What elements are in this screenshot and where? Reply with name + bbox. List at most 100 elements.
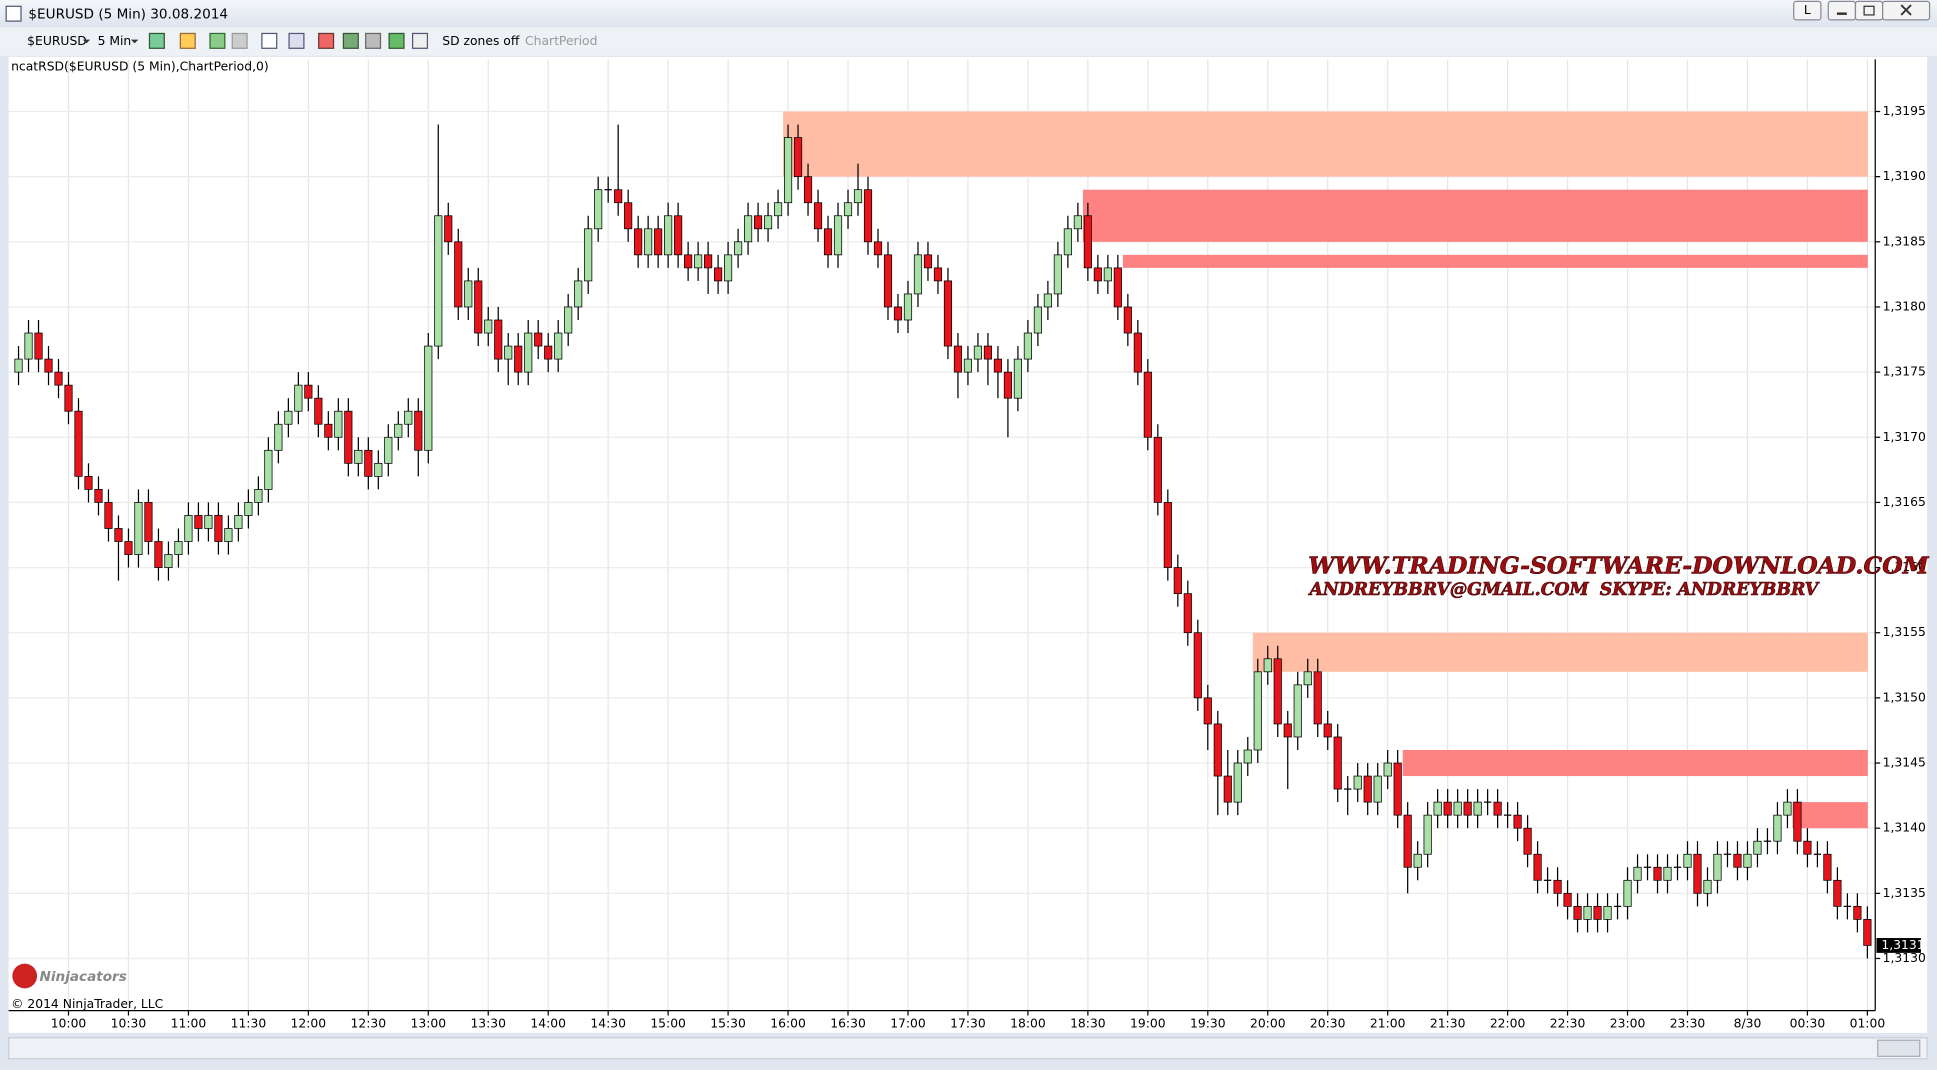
candle-body — [214, 515, 223, 542]
candle-body — [1703, 879, 1712, 894]
candle-body — [294, 384, 303, 412]
candle-body — [1443, 801, 1452, 816]
tool-button[interactable] — [342, 32, 359, 49]
x-tick-label: 19:30 — [1190, 1017, 1226, 1031]
tool-button[interactable] — [209, 32, 226, 49]
x-tick-label: 13:00 — [410, 1017, 446, 1031]
candle-body — [1353, 775, 1362, 790]
candle-body — [224, 528, 233, 542]
window-title: $EURUSD (5 Min) 30.08.2014 — [28, 6, 228, 22]
candle-body — [474, 280, 483, 334]
candle-body — [1293, 684, 1302, 738]
candle-body — [574, 280, 583, 308]
candle-body — [134, 502, 143, 555]
candle-body — [1713, 853, 1722, 881]
candle-body — [434, 215, 443, 347]
candle-body — [264, 449, 273, 490]
dropdown-arrow — [130, 39, 139, 44]
candle-body — [1123, 306, 1132, 334]
candle-body — [1833, 879, 1842, 907]
maximize-glyph — [1863, 5, 1875, 16]
candle-body — [544, 345, 553, 360]
candle-body — [314, 397, 323, 425]
candle-body — [783, 137, 793, 204]
zoom-button[interactable] — [288, 32, 305, 49]
candle-body — [454, 241, 463, 308]
y-tick-label: 1,3165 — [1883, 495, 1926, 509]
candle-body — [644, 228, 653, 256]
candle-body — [1473, 801, 1482, 816]
candle-body — [1753, 840, 1762, 855]
draw-button[interactable] — [179, 32, 196, 49]
x-tick-label: 18:00 — [1010, 1017, 1046, 1031]
candle-body — [1283, 723, 1292, 738]
lock-button[interactable] — [1793, 0, 1822, 21]
scroll-thumb[interactable] — [1877, 1039, 1921, 1057]
candle-body — [1623, 879, 1632, 907]
candle-body — [1063, 228, 1072, 256]
candle-body — [1383, 762, 1392, 777]
candle-body — [704, 254, 713, 269]
x-tick-label: 17:30 — [950, 1017, 986, 1031]
candle-body — [1243, 749, 1252, 764]
candle-body — [744, 215, 753, 243]
candle-body — [234, 515, 243, 529]
minimize-button[interactable] — [1827, 0, 1857, 21]
candle-body — [484, 319, 493, 334]
cursor-button[interactable] — [261, 32, 278, 49]
x-tick-label: 19:00 — [1130, 1017, 1166, 1031]
x-tick-label: 15:00 — [650, 1017, 686, 1031]
candle-body — [803, 176, 813, 204]
candle-body — [174, 541, 183, 555]
candle-body — [104, 502, 113, 529]
period-selector[interactable]: 5 Min — [98, 34, 132, 48]
x-tick-label: 15:30 — [710, 1017, 746, 1031]
scrollbar[interactable] — [8, 1037, 1928, 1060]
candle-body — [274, 423, 283, 451]
candle-body — [1593, 905, 1602, 920]
candle-body — [84, 475, 93, 490]
copyright: © 2014 NinjaTrader, LLC — [11, 997, 163, 1011]
candle-body — [14, 358, 23, 373]
tool-button[interactable] — [231, 32, 248, 49]
candle-body — [753, 215, 763, 230]
bar-type-button[interactable] — [148, 32, 165, 49]
candle-body — [1413, 853, 1422, 868]
candle-body — [1823, 853, 1832, 881]
candle-body — [1573, 905, 1582, 920]
title-bar — [0, 0, 1937, 28]
watermark-site: WWW.TRADING-SOFTWARE-DOWNLOAD.COM — [1308, 552, 1929, 580]
tool-button[interactable] — [411, 32, 429, 49]
candle-body — [873, 241, 883, 256]
candle-body — [1403, 814, 1412, 868]
tool-button[interactable] — [388, 32, 405, 49]
candle-body — [913, 254, 923, 295]
logo-text: Ninjacators — [40, 969, 127, 985]
candle-body — [943, 280, 953, 347]
candle-body — [1213, 723, 1222, 777]
instrument-selector[interactable]: $EURUSD — [27, 34, 87, 48]
candle-body — [1013, 358, 1022, 399]
candle-body — [833, 215, 843, 256]
candle-body — [1493, 801, 1502, 816]
candle-body — [813, 202, 823, 230]
chart-period-button[interactable]: ChartPeriod — [525, 34, 597, 48]
candle-body — [204, 515, 213, 529]
x-tick-label: 14:30 — [590, 1017, 626, 1031]
x-tick-label: 12:30 — [351, 1017, 387, 1031]
candle-body — [843, 202, 853, 217]
tool-button[interactable] — [318, 32, 335, 49]
close-glyph — [1900, 4, 1912, 16]
candle-body — [983, 345, 993, 360]
tool-button[interactable] — [365, 32, 382, 49]
maximize-button[interactable] — [1854, 0, 1884, 21]
candle-body — [1633, 866, 1642, 881]
candle-body — [1053, 254, 1062, 295]
x-tick-label: 18:30 — [1070, 1017, 1106, 1031]
candle-body — [973, 345, 983, 360]
candle-body — [1073, 215, 1082, 230]
zones-toggle[interactable]: SD zones off — [442, 34, 520, 48]
last-price-box — [1876, 938, 1921, 953]
x-tick-label: 13:30 — [470, 1017, 506, 1031]
